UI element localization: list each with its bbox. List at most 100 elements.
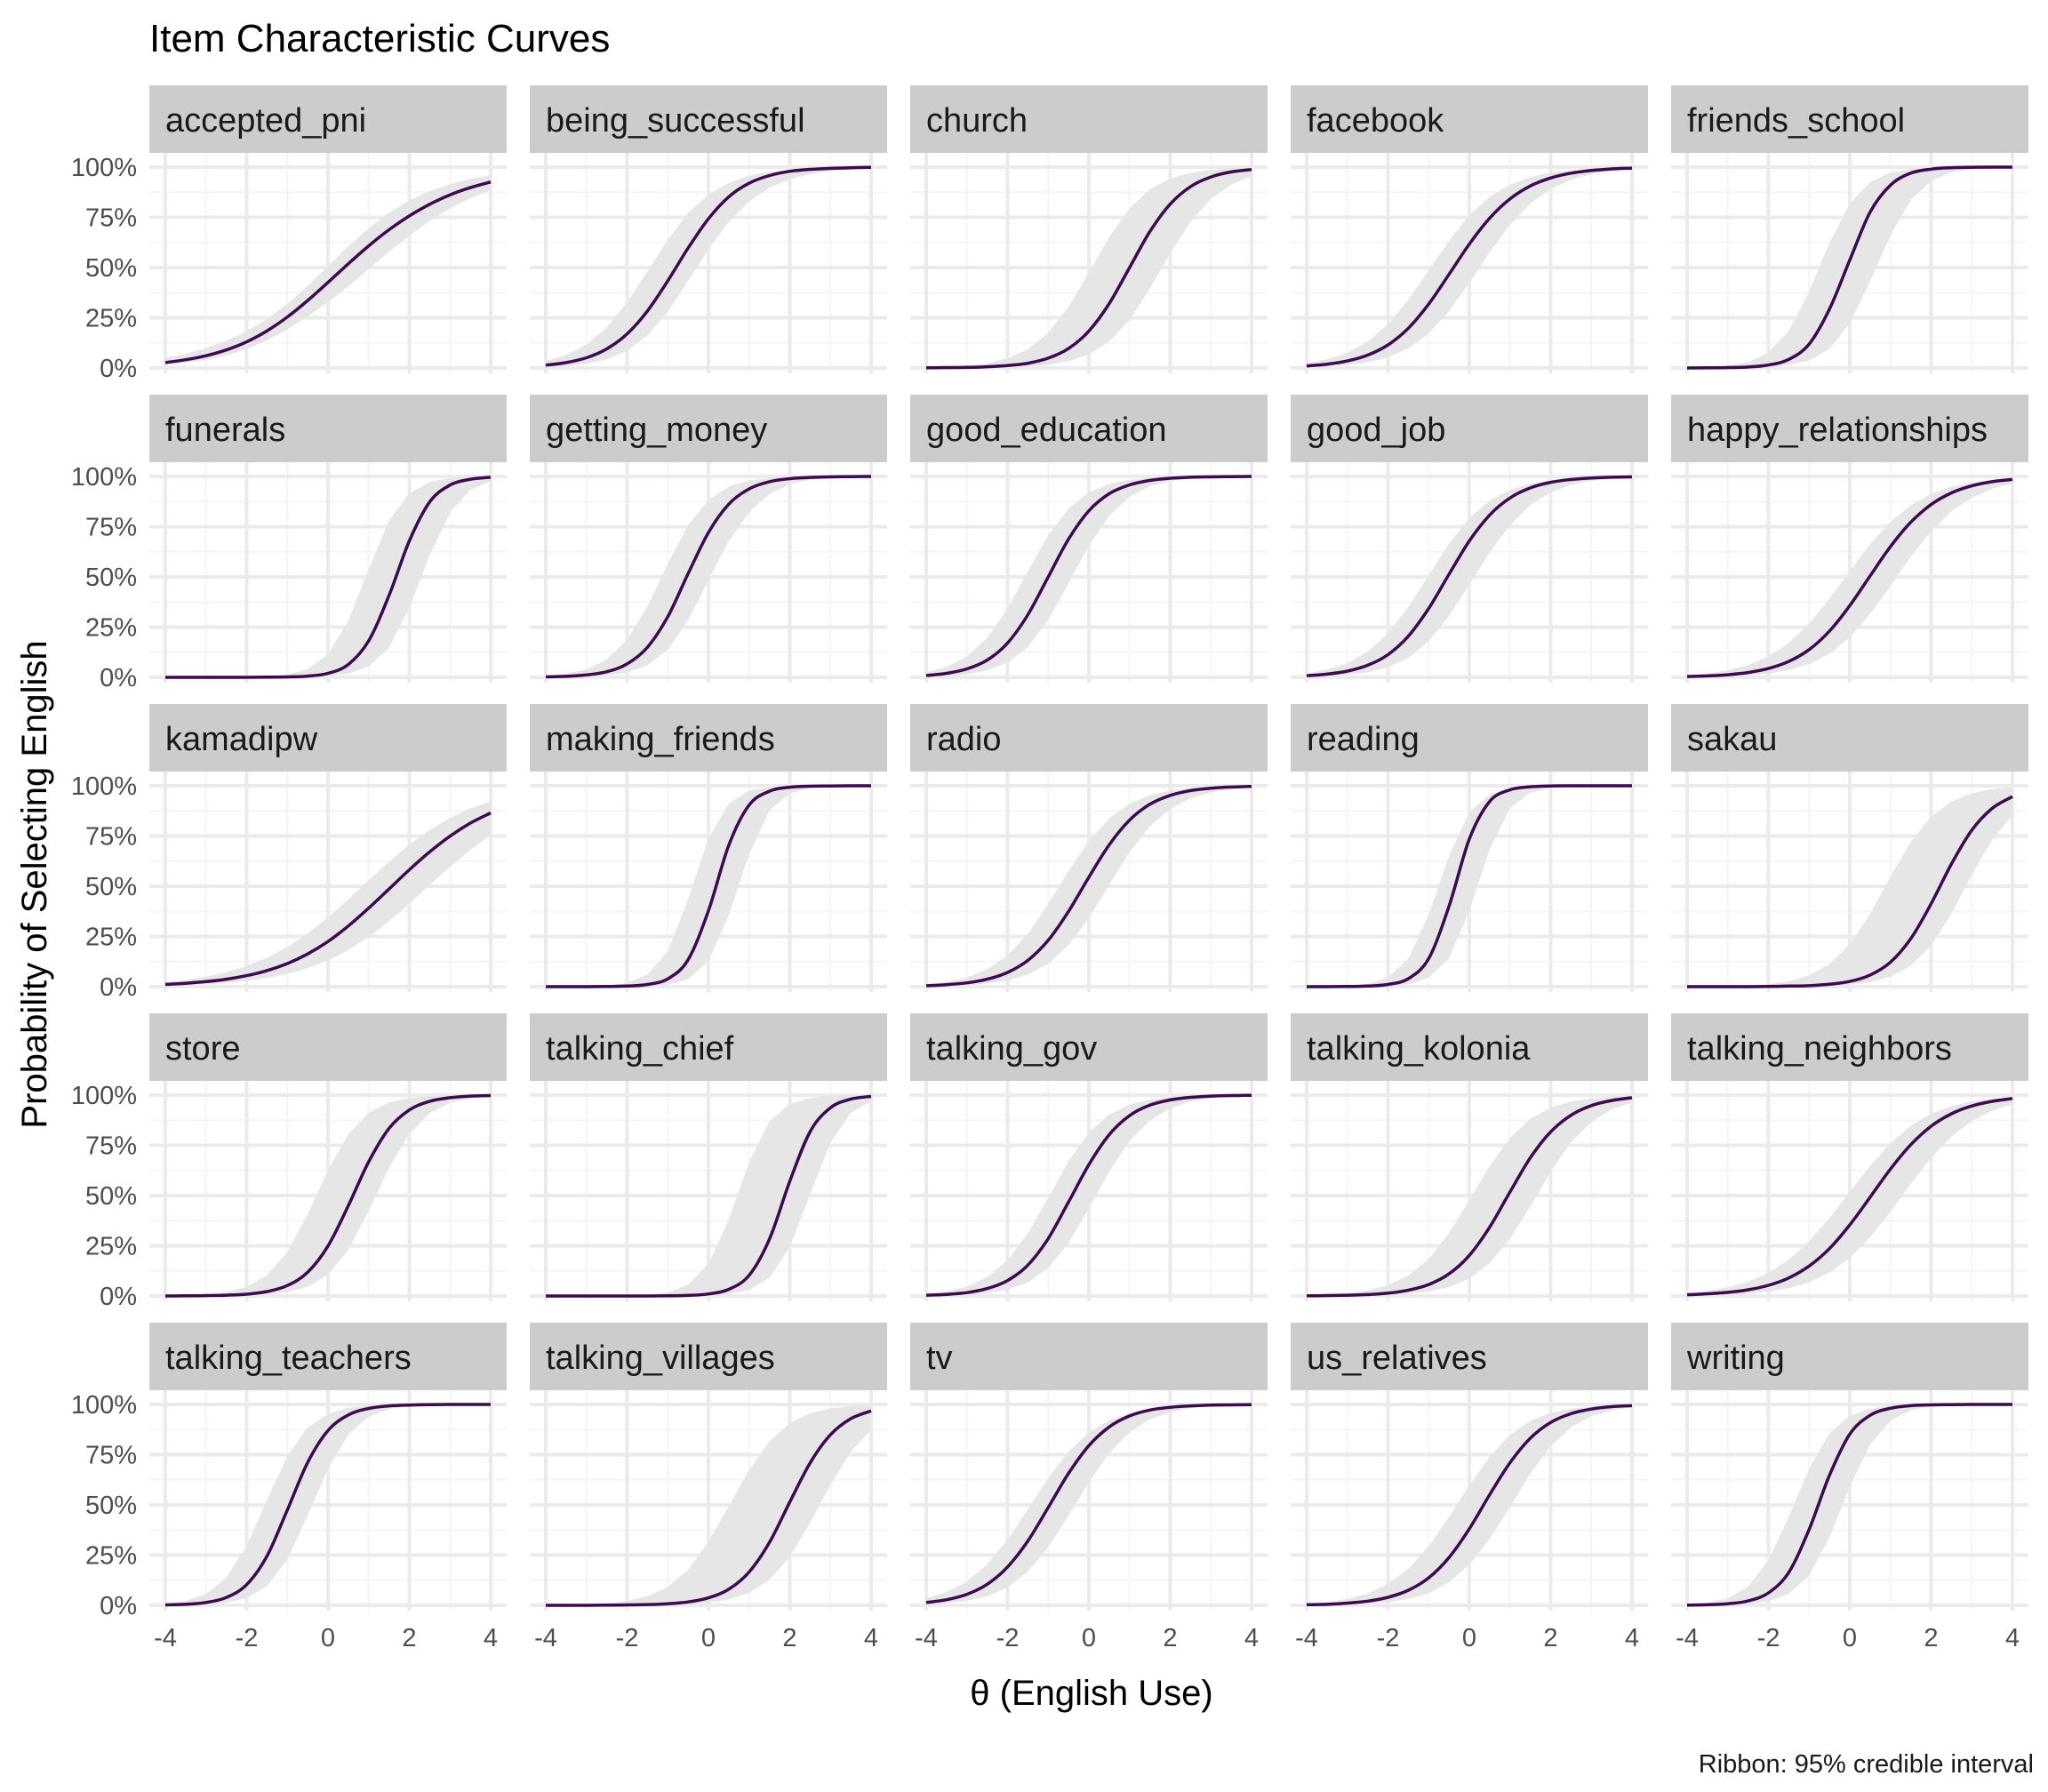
facet-strip (1671, 395, 2028, 462)
facet-strip (910, 395, 1268, 462)
icc-curve (1687, 795, 2013, 988)
y-tick-label: 25% (85, 1233, 137, 1261)
icc-curve (1686, 1097, 2013, 1297)
facet-panel: kamadipw 0% 25% 50% 75% 100% (71, 704, 507, 1002)
facet-strip (530, 395, 887, 462)
facet-strip (1291, 85, 1648, 153)
facet-strip-label: sakau (1687, 721, 1777, 758)
icc-curve (546, 1409, 872, 1607)
facet-strip-label: kamadipw (165, 721, 318, 758)
credible-interval-ribbon (1307, 786, 1632, 987)
x-tick-label: 2 (1924, 1624, 1938, 1652)
icc-curve (1686, 1403, 2012, 1607)
icc-curve (925, 167, 1252, 370)
credible-interval-ribbon (926, 786, 1252, 987)
facet-strip-label: talking_teachers (165, 1340, 412, 1377)
facet-strip (1291, 704, 1648, 772)
facet-strip-label: making_friends (546, 721, 775, 758)
facet-strip (530, 85, 887, 153)
icc-curve (1306, 475, 1633, 677)
facet-strip-label: reading (1307, 721, 1420, 758)
y-tick-label: 75% (85, 204, 137, 233)
facet-panel: store 0% 25% 50% 75% 100% (71, 1013, 507, 1311)
credible-interval-ribbon (165, 175, 491, 365)
facet-panel: talking_gov (910, 1013, 1268, 1301)
credible-interval-ribbon (165, 1404, 491, 1605)
icc-curve (546, 784, 871, 988)
icc-curve (165, 476, 492, 679)
facet-panel: getting_money (530, 395, 887, 683)
facet-strip (149, 395, 507, 462)
y-tick-label: 25% (85, 1542, 137, 1571)
facet-strip (530, 1323, 887, 1390)
facet-strip (1671, 85, 2028, 153)
y-tick-label: 25% (85, 614, 137, 643)
facet-panel: accepted_pni 0% 25% 50% 75% 100% (71, 85, 507, 383)
y-tick-label: 75% (85, 514, 137, 542)
x-tick-label: 2 (782, 1624, 796, 1652)
facet-strip-label: radio (926, 721, 1002, 758)
x-tick-label: -2 (616, 1624, 639, 1652)
x-tick-label: -4 (534, 1624, 557, 1652)
credible-interval-ribbon (926, 1095, 1252, 1296)
icc-curve (545, 165, 872, 367)
facet-strip (1671, 1013, 2028, 1081)
facet-strip (910, 1013, 1268, 1081)
facet-strip-label: getting_money (546, 412, 767, 449)
y-tick-label: 50% (85, 254, 137, 283)
icc-curve (164, 811, 492, 987)
facet-panel: talking_kolonia (1291, 1013, 1648, 1301)
icc-curve (164, 180, 492, 364)
facet-panel: facebook (1291, 85, 1648, 373)
facet-strip (149, 704, 507, 772)
facet-strip-label: writing (1686, 1340, 1785, 1377)
y-tick-label: 50% (85, 564, 137, 592)
credible-interval-ribbon (926, 1404, 1252, 1604)
credible-interval-ribbon (1687, 478, 2012, 677)
x-tick-label: 0 (321, 1624, 335, 1652)
y-tick-label: 50% (85, 1492, 137, 1520)
x-tick-label: 4 (2005, 1624, 2020, 1652)
x-tick-label: 0 (1843, 1624, 1857, 1652)
x-tick-label: 2 (1163, 1624, 1177, 1652)
chart-title: Item Characteristic Curves (149, 17, 610, 60)
y-tick-label: 75% (85, 1132, 137, 1161)
chart-caption: Ribbon: 95% credible interval (1699, 1750, 2034, 1779)
icc-curve (1307, 784, 1632, 988)
y-tick-label: 50% (85, 1182, 137, 1211)
y-tick-label: 100% (71, 1082, 137, 1110)
credible-interval-ribbon (1687, 1404, 2012, 1605)
y-tick-label: 0% (100, 1592, 137, 1620)
x-tick-label: 4 (1244, 1624, 1259, 1652)
x-tick-label: 2 (1543, 1624, 1557, 1652)
y-axis-title: Probability of Selecting English (15, 640, 54, 1128)
icc-curve (925, 1403, 1252, 1604)
facet-strip-label: friends_school (1687, 102, 1905, 140)
credible-interval-ribbon (1307, 1404, 1632, 1605)
credible-interval-ribbon (546, 786, 871, 987)
facet-strip (910, 704, 1268, 772)
icc-curve (545, 475, 872, 679)
facet-strip (1291, 1323, 1648, 1390)
y-tick-label: 75% (85, 823, 137, 852)
facet-panel: sakau (1671, 704, 2028, 992)
facet-panel: happy_relationships (1671, 395, 2028, 683)
icc-curve (1686, 165, 2012, 370)
facet-panel: good_education (910, 395, 1268, 683)
facet-strip (1291, 1013, 1648, 1081)
x-axis-title: θ (English Use) (970, 1674, 1212, 1713)
facet-strip-label: tv (926, 1340, 953, 1377)
x-tick-label: -2 (996, 1624, 1020, 1652)
facet-strip-label: us_relatives (1307, 1340, 1487, 1377)
facet-strip-label: facebook (1307, 102, 1444, 140)
facet-strip-label: good_job (1307, 412, 1445, 449)
icc-curve (1686, 477, 2013, 678)
credible-interval-ribbon (1687, 1097, 2012, 1296)
facet-panel: talking_chief (530, 1013, 887, 1301)
credible-interval-ribbon (546, 1095, 871, 1296)
x-tick-label: -4 (1295, 1624, 1318, 1652)
facet-strip (910, 1323, 1268, 1390)
x-tick-label: 4 (484, 1624, 498, 1652)
